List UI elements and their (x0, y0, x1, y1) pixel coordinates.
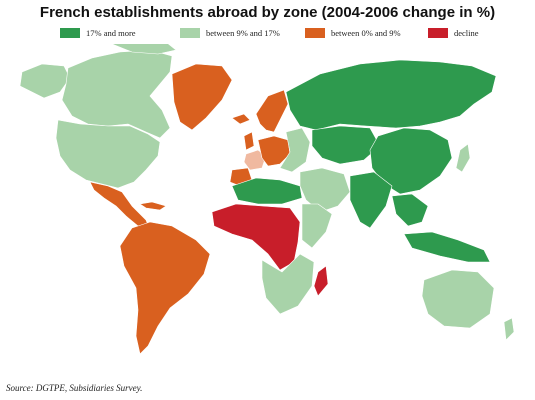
source-note: Source: DGTPE, Subsidiaries Survey. (6, 383, 143, 393)
legend-swatch (180, 28, 200, 38)
region-southern-africa (261, 253, 315, 315)
region-madagascar (313, 265, 329, 297)
region-southeast-asia (391, 193, 429, 227)
region-central-asia (311, 125, 381, 165)
region-mexico-central-america (89, 181, 151, 231)
region-west-central-africa (211, 203, 301, 271)
region-france (243, 149, 267, 171)
region-north-africa (231, 177, 303, 205)
region-new-zealand (503, 317, 515, 341)
region-scandinavia (255, 89, 289, 133)
region-usa (55, 119, 161, 189)
region-middle-east (299, 167, 351, 213)
region-east-africa (301, 203, 333, 249)
region-china (369, 127, 453, 195)
region-iceland (231, 113, 251, 125)
legend-swatch (305, 28, 325, 38)
region-indonesia (403, 231, 491, 263)
region-australia (421, 269, 495, 329)
legend-swatch (428, 28, 448, 38)
region-western-europe (257, 135, 291, 167)
legend-swatch (60, 28, 80, 38)
legend-label: 17% and more (86, 28, 136, 38)
region-caribbean (139, 201, 167, 211)
region-alaska (19, 63, 71, 99)
region-arctic-islands (111, 44, 177, 55)
legend-label: decline (454, 28, 479, 38)
region-south-asia (349, 171, 393, 229)
region-eastern-europe (279, 127, 311, 173)
legend-label: between 9% and 17% (206, 28, 280, 38)
world-map (19, 44, 515, 355)
region-greenland (171, 63, 233, 131)
map-title: French establishments abroad by zone (20… (39, 4, 496, 21)
region-south-america (119, 221, 211, 355)
region-russia (285, 59, 497, 131)
legend-label: between 0% and 9% (331, 28, 401, 38)
region-japan (455, 143, 471, 173)
region-uk (243, 131, 255, 151)
